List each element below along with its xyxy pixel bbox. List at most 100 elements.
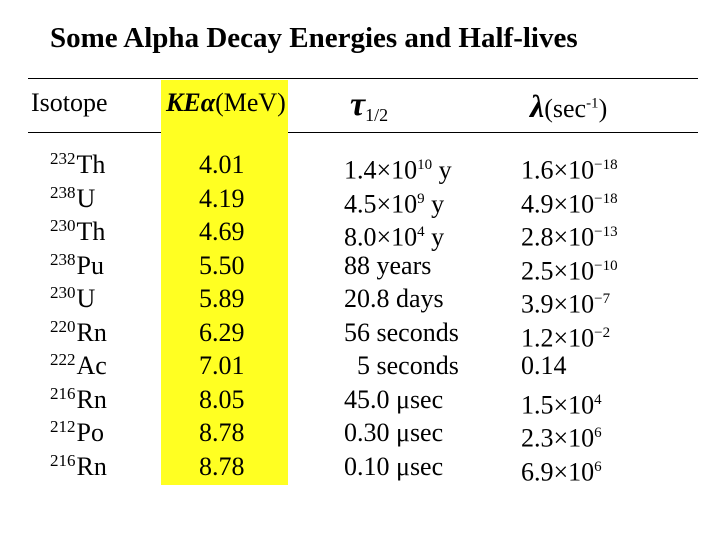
decay-constant-exponent: −18 bbox=[594, 190, 618, 207]
isotope-cell: 222Ac bbox=[50, 350, 107, 385]
decay-constant-value: 2.3×10 bbox=[521, 423, 595, 453]
mass-number: 230 bbox=[50, 216, 76, 235]
ke-cell: 4.69 bbox=[199, 217, 245, 246]
decay-constant-exponent: −13 bbox=[594, 224, 618, 240]
ke-cell: 8.78 bbox=[199, 451, 245, 481]
page-title: Some Alpha Decay Energies and Half-lives bbox=[50, 22, 578, 54]
ke-cell: 7.01 bbox=[199, 351, 245, 380]
decay-constant-value: 1.5×10 bbox=[521, 390, 595, 420]
half-life-cell: 0.30 μsec bbox=[344, 418, 459, 452]
decay-constant-value: 4.9×10 bbox=[521, 189, 595, 219]
decay-constant-value: 2.8×10 bbox=[521, 222, 595, 252]
mass-number: 212 bbox=[50, 417, 76, 436]
half-life-value: 0.10 μsec bbox=[344, 451, 444, 481]
half-life-unit: y bbox=[424, 222, 445, 252]
alpha-symbol: α bbox=[200, 88, 216, 117]
element-symbol: Th bbox=[76, 150, 106, 179]
decay-constant-exponent: −2 bbox=[594, 324, 611, 341]
decay-constant-exponent: 6 bbox=[594, 425, 602, 441]
decay-constant-cell: 3.9×10−7 bbox=[521, 284, 618, 319]
header-kinetic-energy: KEα(MeV) bbox=[166, 88, 286, 118]
ke-cell: 4.19 bbox=[199, 183, 245, 213]
half-life-value: 1.4×10 bbox=[344, 155, 418, 185]
decay-constant-cell: 0.14 bbox=[521, 351, 618, 385]
half-life-unit: y bbox=[424, 189, 445, 219]
tau-subscript: 1/2 bbox=[365, 105, 389, 125]
decay-constant-value: 0.14 bbox=[521, 351, 567, 380]
decay-constant-column: 1.6×10−18 4.9×10−18 2.8×10−13 2.5×10−10 3.9×… bbox=[521, 150, 618, 487]
mass-number: 230 bbox=[50, 283, 76, 302]
decay-constant-exponent: −10 bbox=[594, 257, 618, 274]
decay-constant-exponent: −7 bbox=[594, 291, 611, 307]
half-life-value: 56 seconds bbox=[344, 317, 459, 347]
half-life-column: 1.4×1010 y 4.5×109 y 8.0×104 y 88 years 20.8… bbox=[344, 150, 459, 485]
lambda-unit-post: ) bbox=[598, 94, 608, 123]
decay-constant-cell: 1.5×104 bbox=[521, 385, 618, 419]
ke-column-highlight bbox=[161, 80, 288, 485]
lambda-unit-exp: -1 bbox=[586, 95, 599, 112]
decay-constant-cell: 2.5×10−10 bbox=[521, 251, 618, 285]
half-life-value: 8.0×10 bbox=[344, 222, 418, 252]
mass-number: 238 bbox=[50, 249, 76, 269]
half-life-exponent: 10 bbox=[417, 157, 433, 173]
isotope-column: 232Th 238U 230Th 238Pu 230U 220Rn 222Ac 216Rn 21… bbox=[50, 149, 107, 486]
isotope-cell: 230U bbox=[50, 283, 107, 318]
lambda-unit-pre: (sec bbox=[544, 94, 587, 123]
half-life-cell: 8.0×104 y bbox=[344, 217, 459, 252]
ke-cell: 5.50 bbox=[199, 250, 245, 280]
element-symbol: Po bbox=[76, 418, 104, 447]
half-life-cell: 5 seconds bbox=[344, 351, 459, 385]
mass-number: 222 bbox=[50, 350, 76, 369]
header-divider bbox=[28, 132, 698, 133]
decay-constant-cell: 1.2×10−2 bbox=[521, 318, 618, 352]
element-symbol: Rn bbox=[76, 384, 107, 414]
isotope-cell: 238Pu bbox=[50, 249, 107, 285]
header-decay-constant: λ(sec-1) bbox=[530, 88, 607, 125]
half-life-value: 45.0 μsec bbox=[344, 384, 444, 414]
element-symbol: Pu bbox=[76, 250, 104, 280]
decay-constant-value: 2.5×10 bbox=[521, 256, 595, 286]
half-life-value: 88 years bbox=[344, 250, 432, 280]
decay-constant-cell: 1.6×10−18 bbox=[521, 150, 618, 185]
ke-column: 4.01 4.19 4.69 5.50 5.89 6.29 7.01 8.05 8.78 8.78 bbox=[199, 150, 245, 485]
ke-cell: 8.78 bbox=[199, 418, 245, 447]
mass-number: 216 bbox=[50, 383, 76, 403]
half-life-value: 4.5×10 bbox=[344, 189, 418, 219]
element-symbol: Th bbox=[76, 217, 106, 246]
ke-unit: (MeV) bbox=[215, 88, 286, 117]
mass-number: 220 bbox=[50, 316, 76, 336]
element-symbol: U bbox=[76, 284, 96, 313]
half-life-unit: y bbox=[432, 155, 452, 185]
half-life-cell: 0.10 μsec bbox=[344, 452, 459, 486]
lambda-symbol: λ bbox=[530, 88, 545, 124]
decay-constant-value: 3.9×10 bbox=[521, 289, 595, 319]
decay-constant-exponent: 4 bbox=[594, 391, 602, 408]
isotope-cell: 216Rn bbox=[50, 383, 107, 419]
half-life-cell: 20.8 days bbox=[344, 284, 459, 318]
decay-constant-cell: 2.8×10−13 bbox=[521, 217, 618, 252]
header-isotope: Isotope bbox=[31, 88, 108, 117]
element-symbol: Ac bbox=[76, 351, 107, 380]
decay-constant-cell: 6.9×106 bbox=[521, 452, 618, 486]
half-life-exponent: 4 bbox=[417, 224, 425, 240]
tau-symbol: τ bbox=[350, 86, 366, 123]
isotope-cell: 216Rn bbox=[50, 450, 107, 486]
half-life-cell: 4.5×109 y bbox=[344, 184, 459, 218]
top-divider bbox=[28, 78, 698, 79]
isotope-cell: 212Po bbox=[50, 417, 107, 452]
mass-number: 232 bbox=[50, 149, 76, 168]
mass-number: 216 bbox=[50, 450, 76, 470]
decay-constant-exponent: −18 bbox=[594, 157, 618, 173]
ke-cell: 5.89 bbox=[199, 284, 245, 313]
ke-cell: 8.05 bbox=[199, 384, 245, 414]
ke-cell: 6.29 bbox=[199, 317, 245, 347]
half-life-cell: 1.4×1010 y bbox=[344, 150, 459, 185]
isotope-cell: 220Rn bbox=[50, 316, 107, 352]
decay-constant-value: 6.9×10 bbox=[521, 457, 595, 487]
half-life-cell: 88 years bbox=[344, 251, 459, 285]
isotope-cell: 238U bbox=[50, 183, 107, 218]
decay-constant-cell: 4.9×10−18 bbox=[521, 184, 618, 218]
half-life-value: 5 seconds bbox=[344, 351, 459, 380]
half-life-cell: 56 seconds bbox=[344, 318, 459, 352]
ke-cell: 4.01 bbox=[199, 150, 245, 179]
